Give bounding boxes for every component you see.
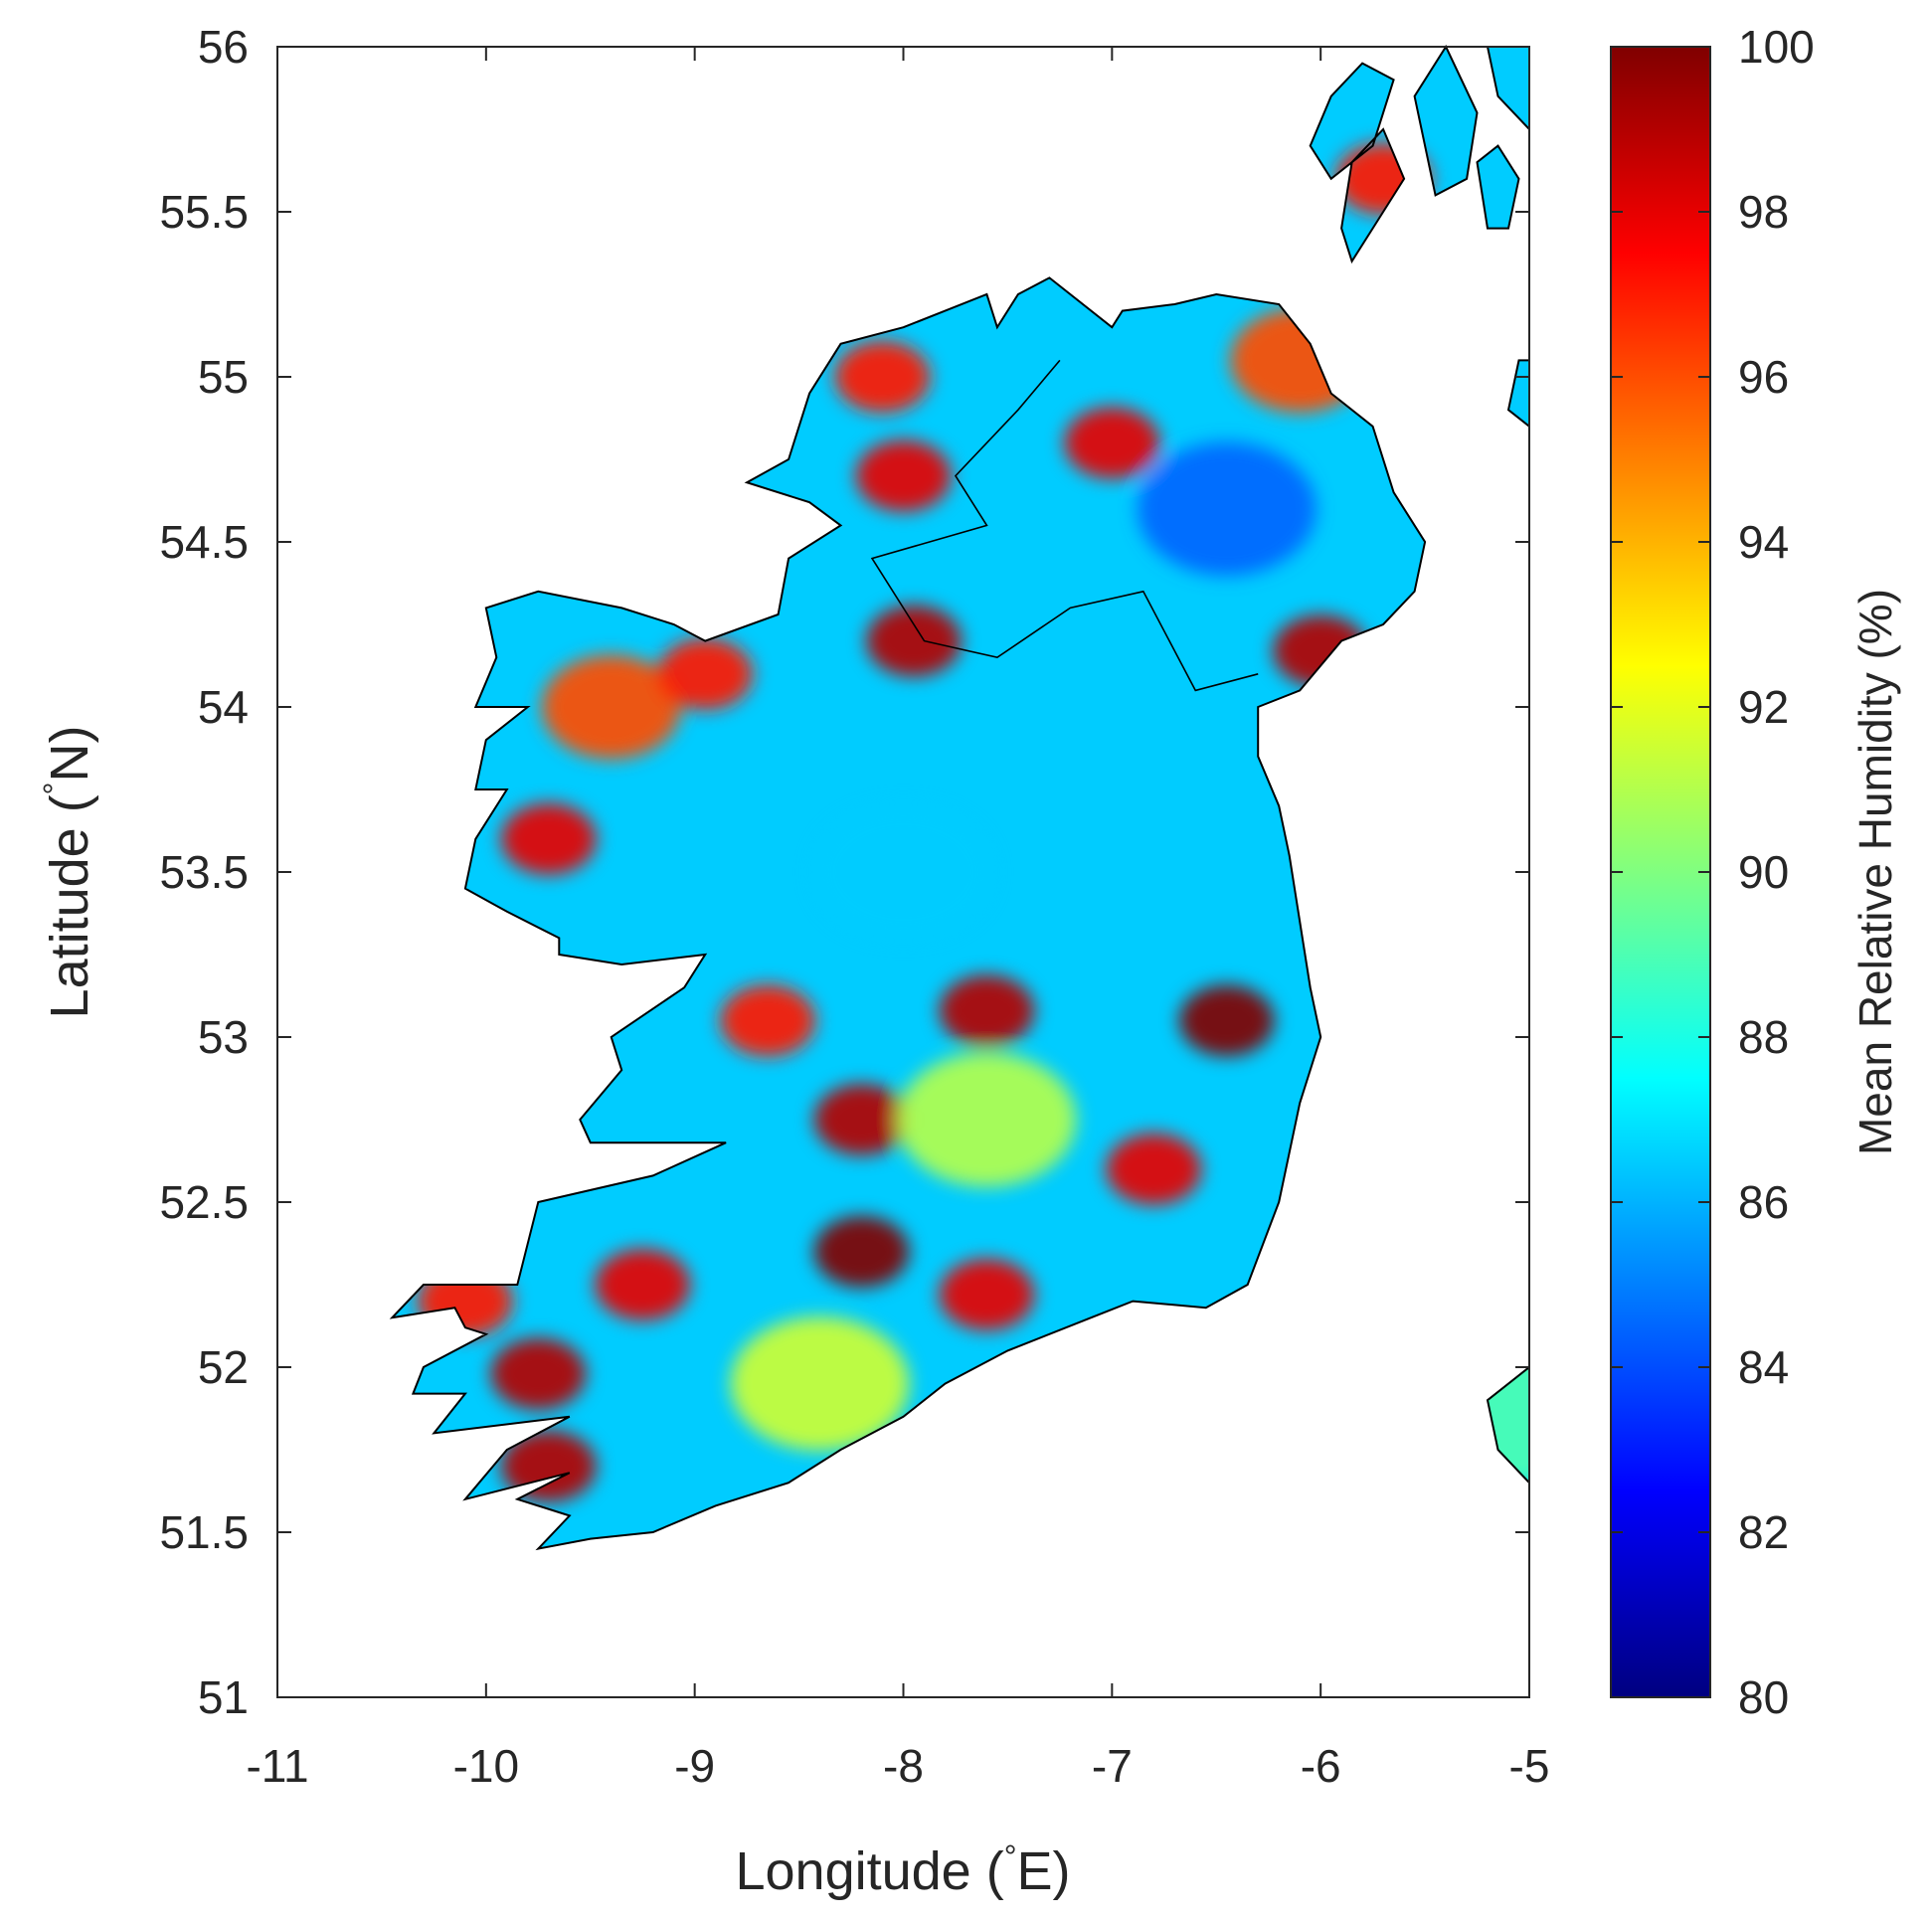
x-tick-label: -7	[1092, 1740, 1133, 1792]
humidity-region	[730, 1316, 910, 1452]
humidity-region	[855, 439, 952, 512]
colorbar-gradient	[1611, 47, 1710, 1697]
humidity-region	[1064, 407, 1160, 479]
map-ticks	[276, 46, 1530, 1698]
humidity-region	[720, 984, 816, 1057]
x-tick-label: -8	[883, 1740, 924, 1792]
colorbar-tick-label: 98	[1738, 186, 1789, 238]
map-panel	[276, 44, 1530, 1698]
colorbar-ticks	[1611, 46, 1710, 1698]
y-tick-label: 54	[198, 681, 249, 733]
colorbar-tick-label: 80	[1738, 1671, 1789, 1723]
ni-border-line	[870, 359, 1259, 692]
colorbar-tick-label: 96	[1738, 351, 1789, 403]
humidity-region	[813, 804, 993, 940]
y-tick-labels: 51 51.5 52 52.5 53 53.5 54 54.5 55 55.5 56	[159, 21, 249, 1723]
y-tick-label: 51	[198, 1671, 249, 1723]
y-tick-label: 54.5	[159, 516, 249, 568]
x-tick-label: -9	[674, 1740, 715, 1792]
humidity-region	[541, 654, 681, 760]
humidity-region	[490, 1337, 587, 1410]
colorbar-tick-label: 100	[1738, 21, 1815, 73]
x-tick-label: -6	[1301, 1740, 1341, 1792]
colorbar-tick-labels: 80 82 84 86 88 90 92 94 96 98 100	[1738, 21, 1815, 1723]
y-tick-label: 51.5	[159, 1506, 249, 1558]
y-tick-label: 52.5	[159, 1176, 249, 1228]
y-tick-label: 56	[198, 21, 249, 73]
y-tick-label: 55	[198, 351, 249, 403]
colorbar: 80 82 84 86 88 90 92 94 96 98 100 Mean Relative Hu…	[1610, 21, 1901, 1723]
x-tick-label: -11	[246, 1740, 308, 1792]
x-tick-labels: -11 -10 -9 -8 -7 -6 -5	[246, 1740, 1549, 1792]
humidity-region	[813, 1215, 910, 1288]
colorbar-tick-label: 92	[1738, 681, 1789, 733]
humidity-region	[897, 1052, 1077, 1187]
humidity-region	[813, 1084, 910, 1155]
colorbar-tick-label: 84	[1738, 1341, 1789, 1393]
x-axis-title: Longitude (°E)	[735, 1838, 1070, 1901]
colorbar-tick-label: 86	[1738, 1176, 1789, 1228]
humidity-region	[1137, 441, 1317, 577]
colorbar-tick-label: 88	[1738, 1011, 1789, 1063]
colorbar-title: Mean Relative Humidity (%)	[1849, 589, 1901, 1155]
colorbar-tick-label: 94	[1738, 516, 1789, 568]
x-tick-label: -10	[453, 1740, 519, 1792]
humidity-region	[939, 1258, 1035, 1330]
humidity-region	[865, 605, 962, 677]
humidity-region	[1178, 984, 1275, 1057]
humidity-region	[834, 341, 931, 413]
y-axis-title: Latitude (°N)	[37, 726, 99, 1019]
humidity-region	[595, 1249, 691, 1320]
y-tick-label: 55.5	[159, 186, 249, 238]
y-tick-label: 53.5	[159, 846, 249, 898]
humidity-region	[500, 802, 597, 875]
humidity-region	[1106, 1133, 1202, 1205]
humidity-region	[657, 637, 754, 710]
colorbar-tick-label: 82	[1738, 1506, 1789, 1558]
y-tick-label: 53	[198, 1011, 249, 1063]
colorbar-tick-label: 90	[1738, 846, 1789, 898]
y-tick-label: 52	[198, 1341, 249, 1393]
humidity-region	[939, 974, 1035, 1047]
x-tick-label: -5	[1509, 1740, 1550, 1792]
